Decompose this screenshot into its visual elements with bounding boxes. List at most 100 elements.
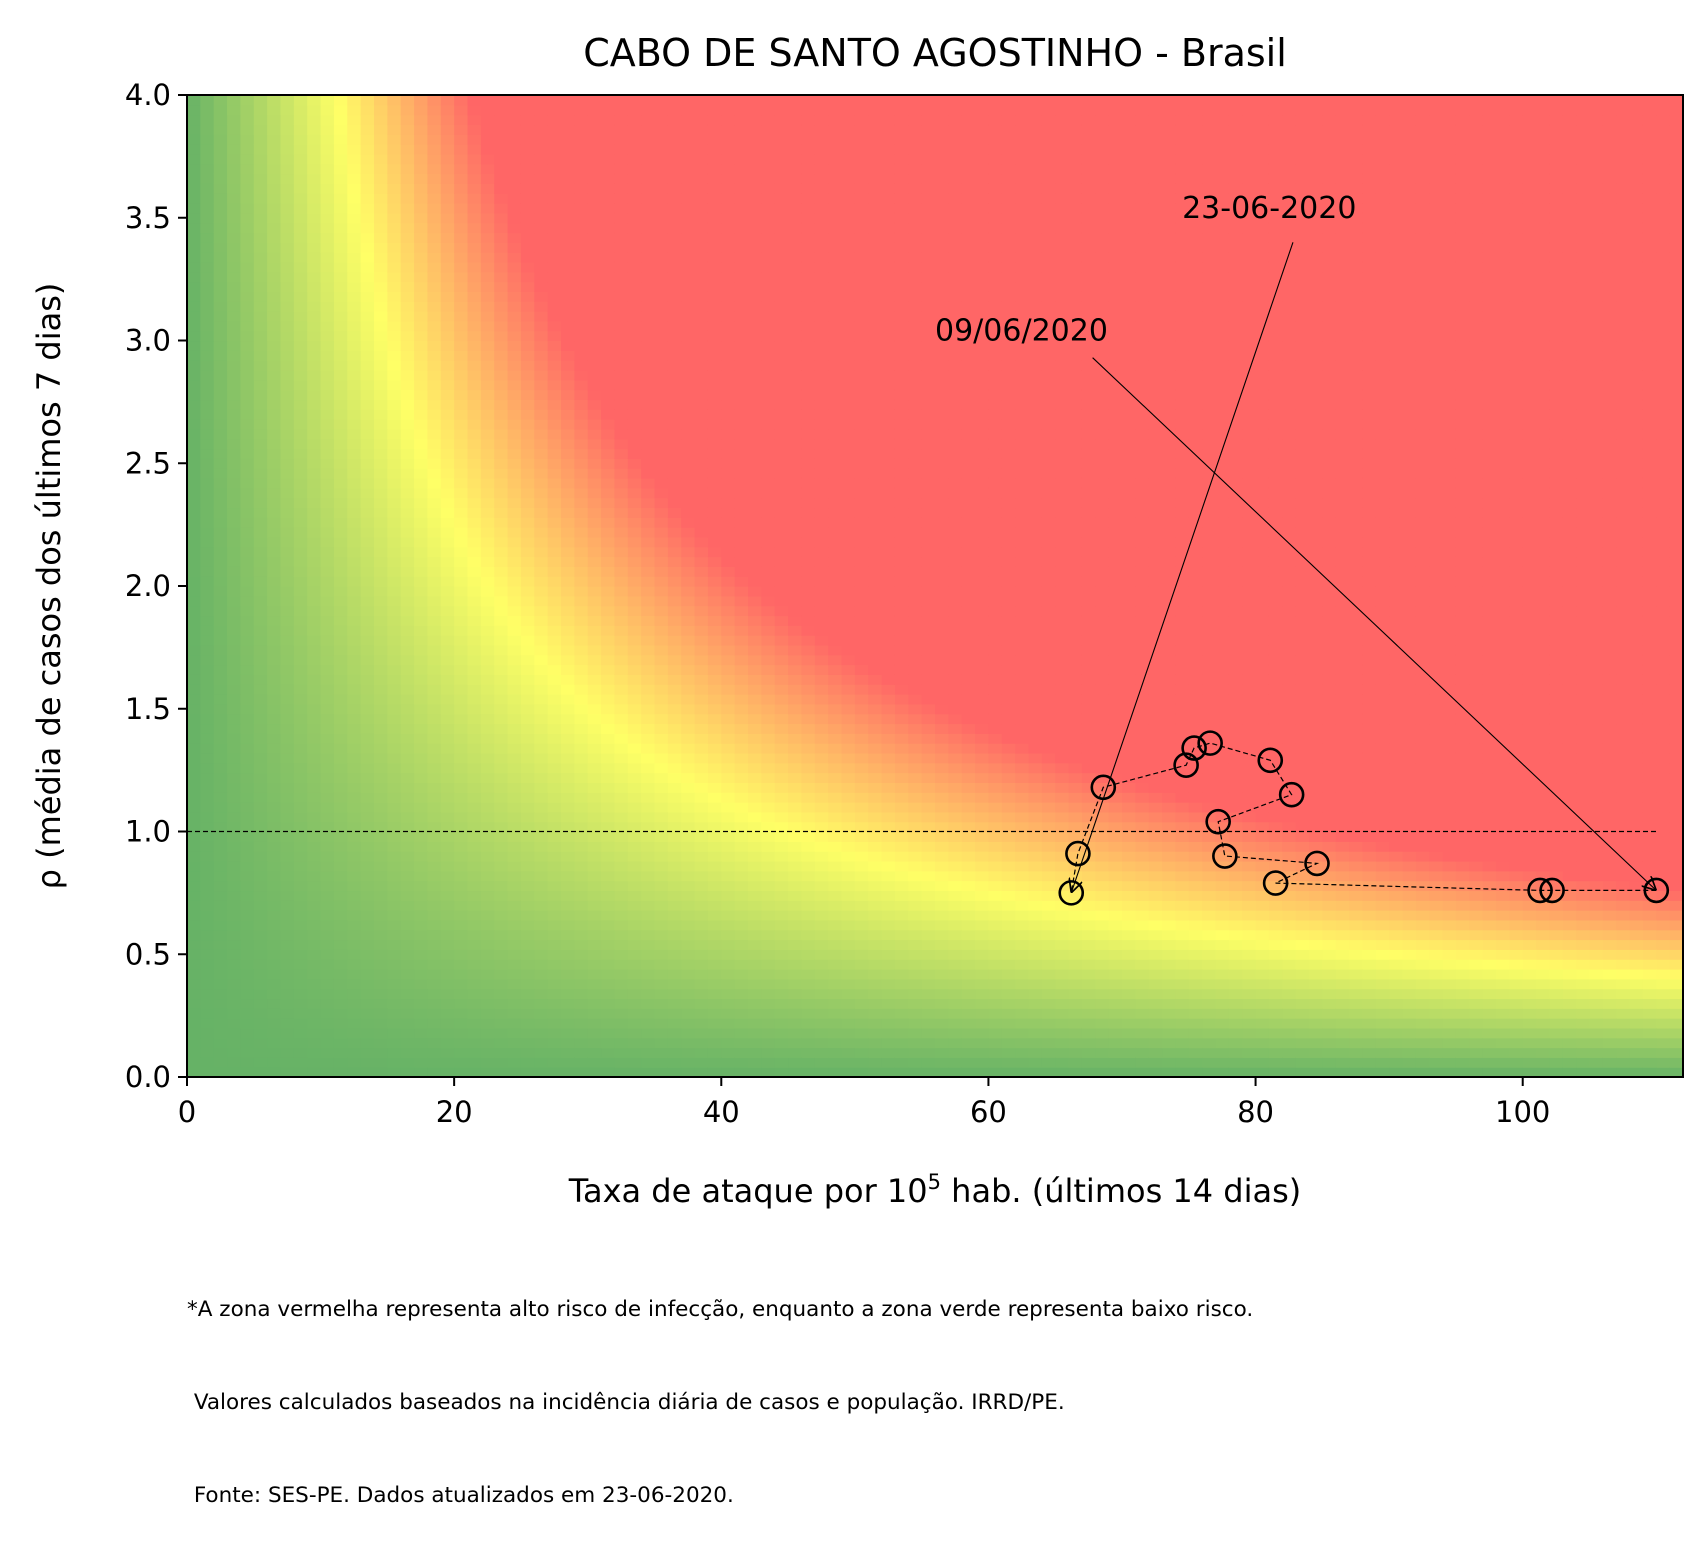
heatmap-cell — [307, 635, 322, 646]
heatmap-cell — [320, 438, 335, 450]
heatmap-cell — [307, 193, 322, 204]
heatmap-cell — [748, 320, 762, 332]
heatmap-cell — [707, 811, 722, 823]
heatmap-cell — [494, 95, 509, 106]
heatmap-cell — [694, 723, 709, 734]
heatmap-cell — [267, 841, 282, 852]
heatmap-cell — [681, 615, 696, 626]
heatmap-cell — [761, 1047, 776, 1058]
heatmap-cell — [494, 193, 509, 204]
heatmap-cell — [707, 193, 722, 204]
heatmap-cell — [507, 438, 522, 450]
heatmap-cell — [427, 772, 442, 783]
heatmap-cell — [734, 311, 749, 322]
heatmap-cell — [507, 163, 522, 175]
heatmap-cell — [213, 232, 228, 243]
heatmap-cell — [614, 733, 629, 744]
heatmap-cell — [627, 723, 642, 734]
heatmap-cell — [761, 988, 776, 1000]
heatmap-cell — [801, 114, 816, 126]
heatmap-cell — [828, 104, 843, 116]
heatmap-cell — [400, 163, 415, 175]
heatmap-cell — [267, 949, 282, 960]
heatmap-cell — [748, 831, 762, 842]
heatmap-cell — [774, 831, 789, 842]
heatmap-cell — [681, 1037, 696, 1049]
heatmap-cell — [387, 527, 402, 538]
heatmap-cell — [627, 782, 642, 793]
heatmap-cell — [761, 1008, 776, 1019]
heatmap-cell — [440, 831, 455, 842]
heatmap-cell — [707, 959, 722, 970]
heatmap-cell — [387, 625, 402, 636]
heatmap-cell — [494, 556, 509, 567]
heatmap-cell — [494, 261, 509, 273]
heatmap-cell — [721, 428, 736, 440]
heatmap-cell — [814, 144, 829, 155]
heatmap-cell — [414, 173, 429, 184]
heatmap-cell — [267, 802, 282, 813]
heatmap-cell — [761, 644, 776, 656]
heatmap-cell — [734, 762, 749, 774]
heatmap-cell — [721, 222, 736, 234]
heatmap-cell — [187, 242, 201, 253]
heatmap-cell — [587, 831, 602, 842]
heatmap-cell — [627, 743, 642, 754]
heatmap-cell — [841, 870, 856, 882]
heatmap-cell — [187, 625, 201, 636]
heatmap-cell — [427, 635, 442, 646]
heatmap-cell — [454, 782, 469, 793]
heatmap-cell — [333, 625, 348, 636]
heatmap-cell — [494, 595, 509, 607]
heatmap-cell — [627, 438, 642, 450]
heatmap-cell — [761, 733, 776, 744]
heatmap-cell — [467, 232, 482, 243]
heatmap-cell — [520, 153, 535, 165]
heatmap-cell — [360, 379, 375, 391]
heatmap-cell — [814, 153, 829, 165]
heatmap-cell — [748, 644, 762, 656]
heatmap-cell — [721, 360, 736, 371]
heatmap-cell — [307, 212, 322, 224]
heatmap-cell — [253, 163, 268, 175]
heatmap-cell — [814, 556, 829, 567]
heatmap-cell — [280, 163, 295, 175]
heatmap-cell — [707, 163, 722, 175]
heatmap-cell — [788, 163, 803, 175]
heatmap-cell — [414, 733, 429, 744]
heatmap-cell — [414, 222, 429, 234]
heatmap-cell — [748, 694, 762, 705]
heatmap-cell — [440, 988, 455, 1000]
heatmap-cell — [734, 163, 749, 175]
heatmap-cell — [561, 271, 575, 283]
heatmap-cell — [627, 1067, 642, 1077]
heatmap-cell — [213, 399, 228, 410]
heatmap-cell — [320, 684, 335, 695]
heatmap-cell — [374, 684, 388, 695]
heatmap-cell — [801, 232, 816, 243]
heatmap-cell — [293, 988, 308, 1000]
heatmap-cell — [654, 762, 669, 774]
heatmap-cell — [267, 595, 282, 607]
heatmap-cell — [440, 379, 455, 391]
heatmap-cell — [547, 743, 562, 754]
heatmap-cell — [454, 517, 469, 528]
heatmap-cell — [467, 438, 482, 450]
heatmap-cell — [667, 782, 682, 793]
heatmap-cell — [761, 576, 776, 587]
heatmap-cell — [347, 1008, 362, 1019]
heatmap-cell — [721, 664, 736, 675]
heatmap-cell — [534, 860, 549, 872]
heatmap-cell — [494, 1008, 509, 1019]
heatmap-cell — [454, 605, 469, 617]
heatmap-cell — [801, 605, 816, 617]
heatmap-cell — [440, 635, 455, 646]
heatmap-cell — [734, 252, 749, 263]
heatmap-cell — [213, 988, 228, 1000]
heatmap-cell — [347, 419, 362, 430]
heatmap-cell — [454, 301, 469, 312]
heatmap-cell — [641, 762, 656, 774]
heatmap-cell — [494, 163, 509, 175]
heatmap-cell — [761, 615, 776, 626]
heatmap-cell — [734, 330, 749, 342]
